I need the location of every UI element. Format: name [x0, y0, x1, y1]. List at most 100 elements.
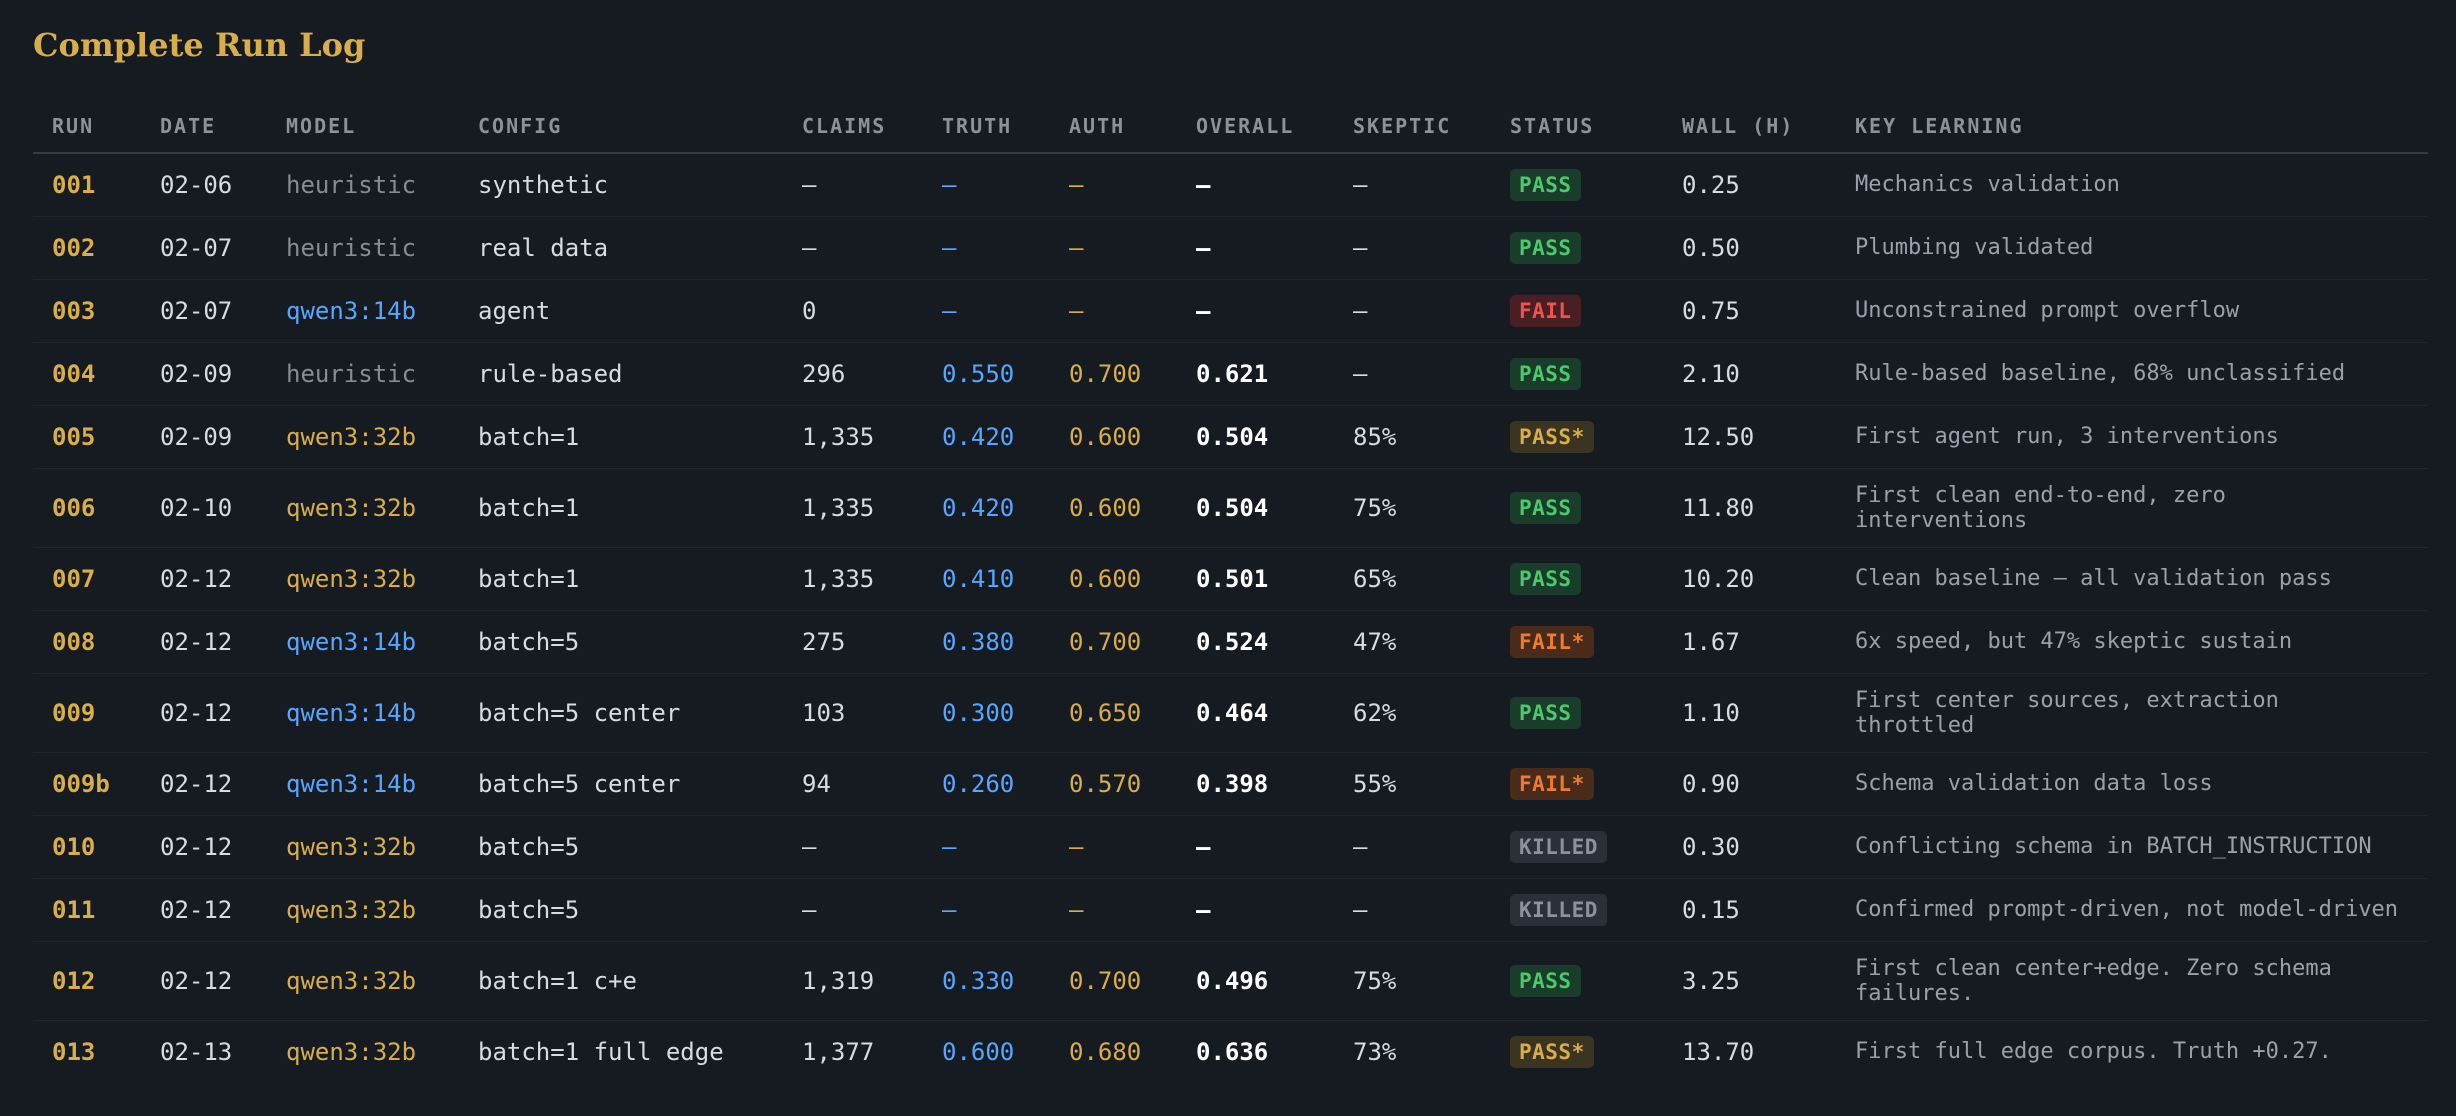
page-title: Complete Run Log: [33, 26, 366, 64]
claims-value: 1,335: [783, 405, 923, 469]
skeptic-value: 62%: [1334, 673, 1491, 753]
model-name: qwen3:32b: [267, 547, 459, 611]
wall-hours: 1.67: [1663, 610, 1836, 674]
wall-hours: 1.10: [1663, 673, 1836, 753]
claims-value: —: [783, 878, 923, 942]
table-row: 005 02-09 qwen3:32b batch=1 1,335 0.420 0.600 0…: [33, 405, 2428, 469]
wall-hours: 0.25: [1663, 153, 1836, 217]
wall-hours: 0.15: [1663, 878, 1836, 942]
auth-score: —: [1050, 216, 1177, 280]
status-badge: KILLED: [1510, 830, 1607, 863]
overall-score: 0.524: [1177, 610, 1334, 674]
overall-score: —: [1177, 153, 1334, 217]
auth-score: 0.600: [1050, 405, 1177, 469]
truth-score: —: [923, 878, 1050, 942]
status-cell: PASS: [1491, 216, 1663, 280]
auth-score: 0.650: [1050, 673, 1177, 753]
skeptic-value: 55%: [1334, 752, 1491, 816]
claims-value: 103: [783, 673, 923, 753]
table-body: 001 02-06 heuristic synthetic — — — — — PASS 0.25 M…: [33, 153, 2428, 1083]
table-row: 006 02-10 qwen3:32b batch=1 1,335 0.420 0.600 0…: [33, 468, 2428, 548]
run-date: 02-12: [141, 941, 267, 1021]
run-id: 004: [33, 342, 141, 406]
header-row: RUN DATE MODEL CONFIG CLAIMS TRUTH AUTH …: [33, 106, 2428, 154]
overall-score: 0.398: [1177, 752, 1334, 816]
run-date: 02-07: [141, 279, 267, 343]
table-row: 003 02-07 qwen3:14b agent 0— — — — FAIL 0.75 Uncon…: [33, 279, 2428, 343]
claims-value: 1,319: [783, 941, 923, 1021]
status-badge: PASS: [1510, 964, 1581, 997]
truth-score: 0.600: [942, 1037, 1015, 1066]
overall-score: 0.621: [1177, 342, 1334, 406]
status-badge: PASS*: [1510, 420, 1594, 453]
config-value: batch=1: [459, 405, 783, 469]
model-name: qwen3:32b: [267, 941, 459, 1021]
auth-score: 0.600: [1050, 468, 1177, 548]
run-date: 02-07: [141, 216, 267, 280]
auth-score: 0.700: [1050, 342, 1177, 406]
status-badge: PASS: [1510, 357, 1581, 390]
wall-hours: 2.10: [1663, 342, 1836, 406]
run-id: 006: [33, 468, 141, 548]
run-date: 02-12: [141, 752, 267, 816]
status-badge: PASS: [1510, 491, 1581, 524]
truth-score: —: [923, 216, 1050, 280]
run-id: 009: [33, 673, 141, 753]
key-learning: Clean baseline — all validation pass: [1836, 547, 2428, 611]
model-name: qwen3:32b: [267, 468, 459, 548]
key-learning: Schema validation data loss: [1836, 752, 2428, 816]
overall-score: 0.504: [1177, 468, 1334, 548]
auth-score: —: [1050, 279, 1177, 343]
col-header-truth: TRUTH: [923, 106, 1050, 154]
col-header-auth: AUTH: [1050, 106, 1177, 154]
status-badge: PASS: [1510, 168, 1581, 201]
wall-hours: 10.20: [1663, 547, 1836, 611]
truth-score: 0.330: [923, 941, 1050, 1021]
model-name: qwen3:32b: [267, 815, 459, 879]
key-learning: Rule-based baseline, 68% unclassified: [1836, 342, 2428, 406]
config-value: batch=5: [459, 610, 783, 674]
status-cell: PASS*: [1491, 405, 1663, 469]
table-row: 010 02-12 qwen3:32b batch=5— — — — — KILLED 0.30 C…: [33, 815, 2428, 879]
table-row: 009 02-12 qwen3:14b batch=5 center 103 0.300 0…: [33, 673, 2428, 753]
auth-score: 0.570: [1050, 752, 1177, 816]
truth-score: 0.420: [923, 468, 1050, 548]
claims-value: 275: [783, 610, 923, 674]
claims-value: 1,377: [802, 1037, 875, 1066]
skeptic-value: 73%: [1353, 1037, 1397, 1066]
config-value: batch=5 center: [459, 673, 783, 753]
col-header-skeptic: SKEPTIC: [1334, 106, 1491, 154]
overall-score: 0.464: [1177, 673, 1334, 753]
model-name: qwen3:14b: [267, 673, 459, 753]
run-id: 008: [33, 610, 141, 674]
table-row: 011 02-12 qwen3:32b batch=5— — — — — KILLED 0.15 C…: [33, 878, 2428, 942]
status-cell: PASS*: [1491, 1020, 1663, 1083]
col-header-wall: WALL (H): [1663, 106, 1836, 154]
auth-score: 0.700: [1050, 941, 1177, 1021]
col-header-date: DATE: [141, 106, 267, 154]
status-cell: PASS: [1491, 941, 1663, 1021]
run-date: 02-06: [141, 153, 267, 217]
wall-hours: 0.30: [1663, 815, 1836, 879]
col-header-config: CONFIG: [459, 106, 783, 154]
skeptic-value: 65%: [1334, 547, 1491, 611]
model-name: heuristic: [267, 153, 459, 217]
claims-value: 1,335: [783, 547, 923, 611]
run-id: 010: [33, 815, 141, 879]
wall-hours: 3.25: [1663, 941, 1836, 1021]
truth-score: 0.410: [923, 547, 1050, 611]
claims-value: 0: [783, 279, 923, 343]
key-learning: Plumbing validated: [1836, 216, 2428, 280]
table-row: 001 02-06 heuristic synthetic — — — — — PASS 0.25 M…: [33, 153, 2428, 217]
key-learning: First clean end-to-end, zero interventio…: [1836, 468, 2428, 548]
config-value: batch=1: [459, 547, 783, 611]
skeptic-value: 75%: [1334, 468, 1491, 548]
model-name: qwen3:32b: [267, 878, 459, 942]
status-badge: PASS: [1510, 231, 1581, 264]
status-cell: KILLED: [1491, 815, 1663, 879]
key-learning: First clean center+edge. Zero schema fai…: [1836, 941, 2428, 1021]
truth-score: 0.260: [923, 752, 1050, 816]
col-header-model: MODEL: [267, 106, 459, 154]
overall-score: —: [1177, 216, 1334, 280]
